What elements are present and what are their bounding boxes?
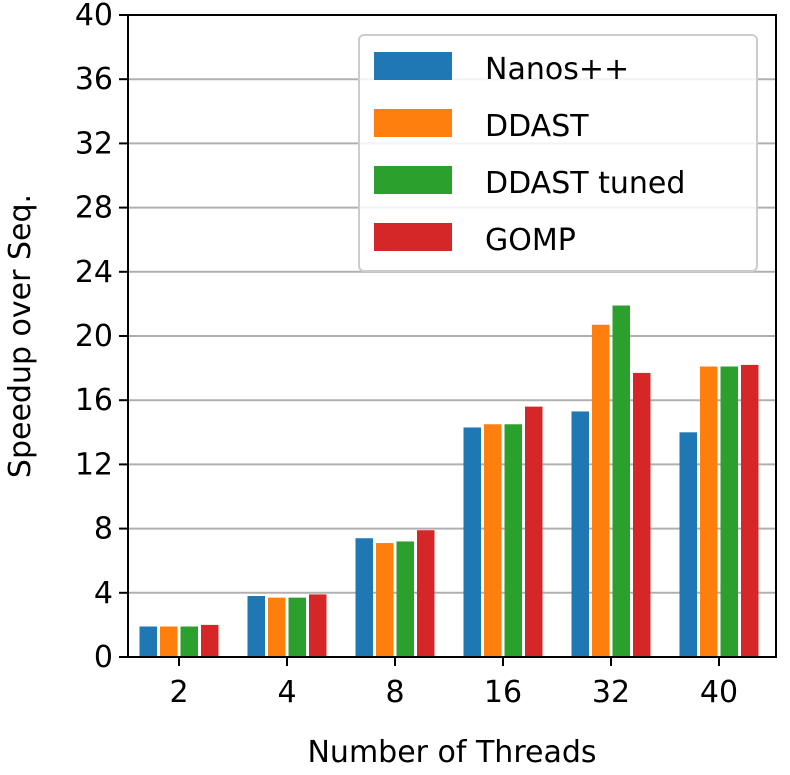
y-tick-label: 20 [75,319,113,354]
legend-label: DDAST tuned [485,166,685,201]
x-tick-label: 2 [169,675,188,710]
bar-ddast-16 [484,424,502,657]
bar-gomp-8 [417,530,435,657]
bar-nanos-4 [247,596,265,657]
bar-ddast-4 [268,597,286,657]
bar-gomp-2 [201,624,219,657]
bar-ddast-tuned-40 [720,366,738,657]
bar-gomp-4 [309,594,327,657]
x-tick-label: 8 [385,675,404,710]
bar-nanos-2 [139,626,157,657]
y-tick-label: 24 [75,255,113,290]
bar-ddast-40 [700,366,718,657]
y-tick-label: 4 [94,576,113,611]
legend-box [358,34,758,272]
bar-ddast-tuned-2 [180,626,198,657]
bars [139,305,759,657]
bar-gomp-40 [741,364,759,657]
bar-nanos-40 [679,432,697,657]
x-tick-label: 16 [484,675,522,710]
legend-swatch [374,109,452,137]
bar-nanos-8 [355,538,373,657]
bar-ddast-2 [160,626,178,657]
legend-swatch [374,223,452,251]
y-tick-label: 40 [75,0,113,33]
bar-gomp-32 [633,372,651,657]
x-tick-label: 4 [277,675,296,710]
bar-nanos-32 [571,411,589,657]
bar-ddast-8 [376,543,394,657]
bar-ddast-tuned-4 [288,597,306,657]
x-axis-label: Number of Threads [307,735,596,770]
y-tick-label: 12 [75,447,113,482]
y-axis-label: Speedup over Seq. [3,194,38,478]
x-tick-label: 32 [592,675,630,710]
legend-swatch [374,166,452,194]
bar-ddast-tuned-32 [612,305,630,657]
bar-ddast-tuned-16 [504,424,522,657]
legend-label: GOMP [485,223,576,258]
x-tick-label: 40 [700,675,738,710]
y-tick-label: 0 [94,640,113,675]
y-axis-ticks: 0 4 8 12 16 20 24 28 32 36 40 [75,0,128,675]
legend-label: DDAST [485,109,589,144]
x-axis-ticks: 2 4 8 16 32 40 [169,657,738,710]
y-tick-label: 8 [94,512,113,547]
bar-gomp-16 [525,406,543,657]
legend-swatch [374,52,452,80]
legend-label: Nanos++ [485,52,629,87]
bar-ddast-32 [592,324,610,657]
y-tick-label: 28 [75,191,113,226]
y-tick-label: 32 [75,126,113,161]
bar-nanos-16 [463,427,481,657]
y-tick-label: 36 [75,62,113,97]
bar-ddast-tuned-8 [396,541,414,657]
legend: Nanos++ DDAST DDAST tuned GOMP [358,34,758,272]
y-tick-label: 16 [75,383,113,418]
